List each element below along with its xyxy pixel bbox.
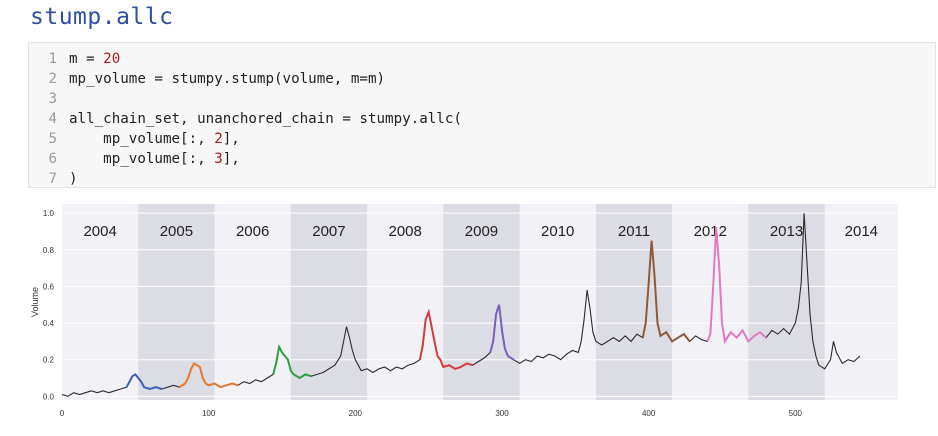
line-number: 5 bbox=[48, 131, 57, 147]
code-cell[interactable]: 1 m = 20 2 mp_volume = stumpy.stump(volume… bbox=[28, 42, 936, 188]
year-band bbox=[290, 204, 368, 400]
chain-segment-line bbox=[125, 373, 162, 391]
x-tick-label: 400 bbox=[642, 409, 656, 418]
y-tick-label: 1.0 bbox=[43, 209, 55, 218]
year-label: 2012 bbox=[694, 223, 727, 240]
x-tick-label: 500 bbox=[789, 409, 803, 418]
code-number: 20 bbox=[103, 51, 121, 67]
section-title: stump.allc bbox=[30, 4, 174, 30]
code-line: 1 m = 20 bbox=[29, 49, 120, 69]
chain-segment-line bbox=[489, 304, 515, 361]
code-line: 3 bbox=[29, 89, 69, 109]
y-tick-label: 0.0 bbox=[43, 392, 55, 401]
year-band bbox=[138, 204, 215, 400]
year-label: 2009 bbox=[465, 223, 498, 240]
x-tick-label: 300 bbox=[495, 409, 509, 418]
year-label: 2008 bbox=[389, 223, 422, 240]
year-label: 2013 bbox=[770, 223, 803, 240]
chain-segment-line bbox=[178, 361, 239, 389]
code-text: ) bbox=[69, 171, 78, 187]
line-number: 1 bbox=[48, 51, 57, 67]
chain-segment-line bbox=[641, 240, 691, 343]
y-tick-label: 0.8 bbox=[43, 246, 55, 255]
code-line: 4 all_chain_set, unanchored_chain = stump… bbox=[29, 109, 462, 129]
year-label: 2005 bbox=[160, 223, 193, 240]
code-text: mp_volume = stumpy.stump(volume, m=m) bbox=[69, 71, 386, 87]
y-tick-label: 0.2 bbox=[43, 356, 55, 365]
x-tick-label: 0 bbox=[60, 409, 65, 418]
code-text: ], bbox=[222, 131, 240, 147]
line-number: 4 bbox=[48, 111, 57, 127]
code-text: mp_volume[:, bbox=[69, 151, 215, 167]
x-tick-label: 200 bbox=[349, 409, 363, 418]
code-text: ], bbox=[222, 151, 240, 167]
y-tick-label: 0.6 bbox=[43, 282, 55, 291]
x-tick-label: 100 bbox=[202, 409, 216, 418]
code-text: mp_volume[:, bbox=[69, 131, 215, 147]
line-number: 7 bbox=[48, 171, 57, 187]
year-label: 2014 bbox=[845, 223, 878, 240]
code-line: 6 mp_volume[:, 3], bbox=[29, 149, 240, 169]
year-label: 2004 bbox=[83, 223, 116, 240]
chain-segment-line bbox=[272, 343, 312, 380]
line-number: 3 bbox=[48, 91, 57, 107]
code-line: 7) bbox=[29, 169, 78, 189]
year-label: 2007 bbox=[312, 223, 345, 240]
code-text: all_chain_set, unanchored_chain = stumpy… bbox=[69, 111, 462, 127]
year-band bbox=[748, 204, 825, 400]
line-number: 6 bbox=[48, 151, 57, 167]
line-number: 2 bbox=[48, 71, 57, 87]
y-axis-label: Volume bbox=[30, 287, 40, 317]
code-number: 2 bbox=[214, 131, 223, 147]
code-line: 5 mp_volume[:, 2], bbox=[29, 129, 240, 149]
chain-segment-line bbox=[706, 227, 767, 345]
code-text: m = bbox=[69, 51, 104, 67]
year-band bbox=[443, 204, 520, 400]
chain-segment-line bbox=[418, 308, 473, 370]
y-tick-label: 0.4 bbox=[43, 319, 55, 328]
year-label: 2011 bbox=[618, 223, 650, 240]
year-label: 2010 bbox=[541, 223, 574, 240]
code-number: 3 bbox=[214, 151, 223, 167]
year-label: 2006 bbox=[236, 223, 269, 240]
chart-svg: 2004 2005 2006 2007 2008 2009 2010 2011 2012 2013… bbox=[30, 204, 898, 418]
code-line: 2 mp_volume = stumpy.stump(volume, m=m) bbox=[29, 69, 385, 89]
year-band bbox=[595, 204, 673, 400]
volume-chart: 2004 2005 2006 2007 2008 2009 2010 2011 2012 2013… bbox=[0, 196, 938, 432]
